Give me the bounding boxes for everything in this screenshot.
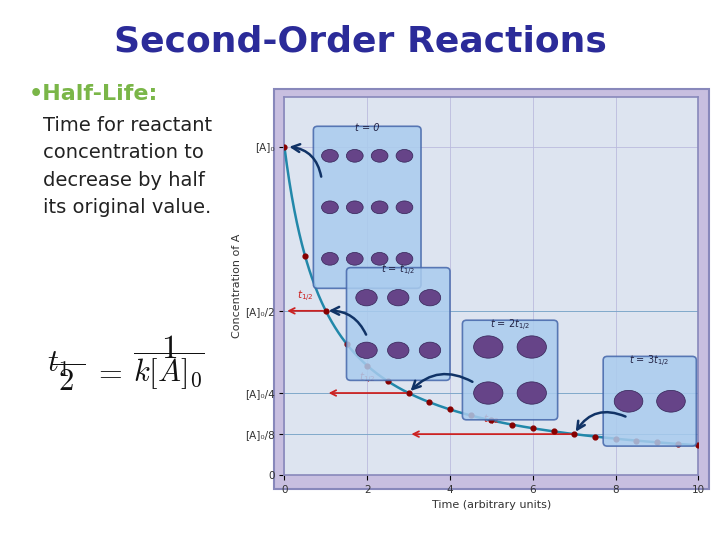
- Text: •Half-Life:: •Half-Life:: [29, 84, 158, 104]
- X-axis label: Time (arbitrary units): Time (arbitrary units): [432, 501, 551, 510]
- Point: [341, 340, 352, 348]
- Point: [320, 307, 331, 315]
- Text: t = $3t_{1/2}$: t = $3t_{1/2}$: [629, 354, 669, 369]
- Ellipse shape: [396, 252, 413, 265]
- FancyBboxPatch shape: [313, 126, 421, 288]
- FancyBboxPatch shape: [462, 320, 557, 420]
- Ellipse shape: [372, 201, 388, 214]
- Text: $t_{1/2}$: $t_{1/2}$: [483, 413, 500, 428]
- Point: [465, 411, 477, 420]
- Point: [444, 405, 456, 414]
- Ellipse shape: [346, 150, 363, 162]
- Ellipse shape: [322, 201, 338, 214]
- Ellipse shape: [419, 289, 441, 306]
- Text: Second-Order Reactions: Second-Order Reactions: [114, 24, 606, 58]
- Text: $t_1$: $t_1$: [47, 350, 68, 379]
- Point: [672, 440, 683, 448]
- Ellipse shape: [372, 252, 388, 265]
- Ellipse shape: [356, 342, 377, 359]
- Text: $\overline{\ 2\ }$: $\overline{\ 2\ }$: [50, 364, 86, 397]
- Point: [548, 427, 559, 436]
- Text: $\overline{k[A]_0}$: $\overline{k[A]_0}$: [133, 350, 205, 393]
- Text: t = $t_{1/2}$: t = $t_{1/2}$: [382, 263, 415, 278]
- Ellipse shape: [474, 336, 503, 358]
- Text: $\mathbf{1}$: $\mathbf{1}$: [161, 332, 177, 365]
- Ellipse shape: [372, 150, 388, 162]
- Ellipse shape: [396, 150, 413, 162]
- Ellipse shape: [657, 390, 685, 412]
- Point: [693, 441, 704, 450]
- Point: [423, 398, 435, 407]
- Ellipse shape: [474, 382, 503, 404]
- Point: [382, 377, 394, 386]
- Ellipse shape: [387, 342, 409, 359]
- Ellipse shape: [517, 336, 546, 358]
- Y-axis label: Concentration of A: Concentration of A: [232, 234, 242, 339]
- Text: Time for reactant
concentration to
decrease by half
its original value.: Time for reactant concentration to decre…: [43, 116, 212, 217]
- Point: [403, 389, 415, 397]
- Point: [631, 436, 642, 445]
- Point: [300, 252, 311, 260]
- Ellipse shape: [387, 289, 409, 306]
- Point: [506, 420, 518, 429]
- Ellipse shape: [322, 252, 338, 265]
- Ellipse shape: [346, 201, 363, 214]
- Ellipse shape: [346, 252, 363, 265]
- Point: [569, 430, 580, 438]
- Text: $t_{1/2}$: $t_{1/2}$: [297, 289, 313, 304]
- Point: [279, 142, 290, 151]
- Text: $=$: $=$: [94, 357, 122, 386]
- Ellipse shape: [517, 382, 546, 404]
- Point: [610, 434, 621, 443]
- Ellipse shape: [396, 201, 413, 214]
- Point: [652, 438, 663, 447]
- Text: t = $2t_{1/2}$: t = $2t_{1/2}$: [490, 318, 530, 333]
- Ellipse shape: [614, 390, 643, 412]
- Point: [589, 432, 600, 441]
- Text: t = 0: t = 0: [355, 124, 379, 133]
- Text: $t_{1/2}$: $t_{1/2}$: [359, 372, 376, 387]
- Ellipse shape: [356, 289, 377, 306]
- FancyBboxPatch shape: [346, 268, 450, 380]
- FancyBboxPatch shape: [603, 356, 696, 446]
- Ellipse shape: [419, 342, 441, 359]
- Point: [486, 416, 498, 425]
- Ellipse shape: [322, 150, 338, 162]
- Point: [527, 424, 539, 433]
- Point: [361, 361, 373, 370]
